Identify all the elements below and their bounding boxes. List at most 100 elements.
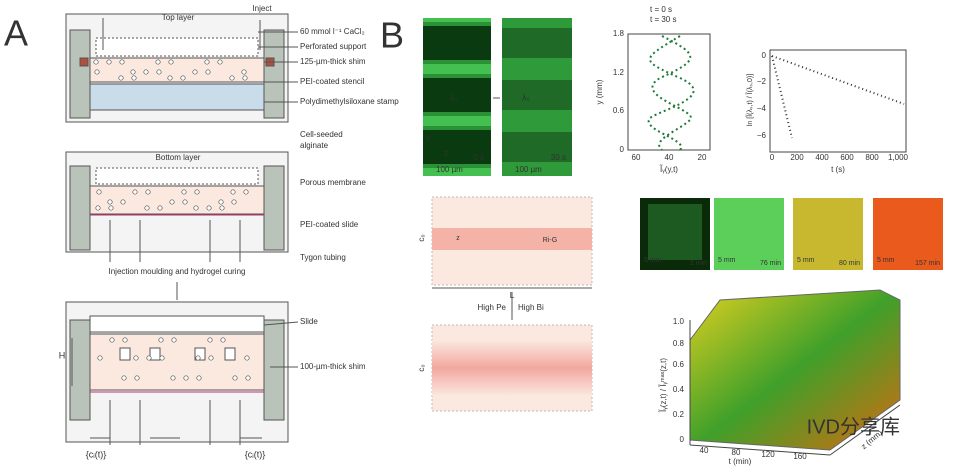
label: 100 µm	[515, 165, 542, 174]
label: Cell-seeded	[300, 130, 343, 139]
label: PEI-coated stencil	[300, 77, 365, 86]
decay-line	[771, 55, 793, 139]
cell	[132, 189, 138, 195]
cell	[157, 205, 163, 211]
label: Polydimethylsiloxane stamp	[300, 97, 399, 106]
tick-label: 0	[762, 51, 767, 60]
label: 125-µm-thick shim	[300, 57, 366, 66]
tick-label: 40	[700, 446, 709, 455]
cell	[144, 205, 150, 211]
tick-label: 1.0	[673, 317, 685, 326]
cell	[217, 59, 223, 65]
label: Inject	[252, 4, 272, 13]
cell	[109, 337, 115, 343]
tick-label: 120	[761, 450, 775, 459]
tick-label: 0	[620, 145, 625, 154]
label: 100 µm	[436, 165, 463, 174]
label: c₀	[417, 364, 426, 371]
label: 2 min	[690, 260, 707, 267]
axis-label: Ĩᵧ(y,t)	[659, 165, 678, 174]
cell	[167, 75, 173, 81]
cell	[106, 59, 112, 65]
cell	[121, 375, 127, 381]
label: H	[59, 350, 66, 360]
cell	[159, 355, 165, 361]
label: Ri-G	[543, 237, 557, 244]
tick-label: 0.8	[673, 339, 685, 348]
label: 60 mmol l⁻¹ CaCl₂	[300, 27, 365, 36]
cell	[220, 337, 226, 343]
cell	[130, 69, 136, 75]
cell	[181, 189, 187, 195]
cell	[207, 337, 213, 343]
cell	[241, 69, 247, 75]
cell	[196, 375, 202, 381]
label: {cᵢ(t)}	[86, 449, 106, 459]
tick-label: 40	[665, 153, 674, 162]
label: L	[510, 291, 515, 300]
cell	[96, 189, 102, 195]
cell	[133, 355, 139, 361]
tick-label: 800	[865, 153, 879, 162]
cell	[145, 189, 151, 195]
tick-label: 80	[732, 448, 741, 457]
label: High Pe	[478, 303, 507, 312]
cell	[158, 337, 164, 343]
cell	[231, 199, 237, 205]
label: c₀	[417, 234, 426, 241]
cell	[218, 199, 224, 205]
cell	[122, 337, 128, 343]
cell	[120, 199, 126, 205]
cell	[183, 375, 189, 381]
label: PEI-coated slide	[300, 220, 359, 229]
axis-label: y (mm)	[595, 79, 604, 104]
tick-label: −6	[757, 131, 767, 140]
label: Perforated support	[300, 42, 367, 51]
label: z	[444, 149, 448, 158]
tick-label: 0	[680, 435, 685, 444]
cell	[156, 69, 162, 75]
profile-curve	[647, 35, 695, 151]
cell	[146, 355, 152, 361]
cell	[206, 205, 212, 211]
cell	[244, 355, 250, 361]
tick-label: 0.6	[613, 106, 625, 115]
tick-label: 20	[698, 153, 707, 162]
cell	[155, 59, 161, 65]
label: z	[456, 235, 460, 242]
cell	[182, 199, 188, 205]
cell	[194, 189, 200, 195]
cell	[118, 75, 124, 81]
cell	[95, 205, 101, 211]
panel-label: A	[4, 13, 28, 54]
label: λₛ	[450, 92, 458, 102]
profile-curve	[651, 35, 692, 151]
cell	[97, 355, 103, 361]
tick-label: 0.2	[673, 410, 685, 419]
cell	[94, 69, 100, 75]
tick-label: 160	[793, 452, 807, 461]
cell	[93, 59, 99, 65]
label: 100-µm-thick shim	[300, 362, 366, 371]
tick-label: 1,000	[888, 153, 909, 162]
tick-label: 0.4	[673, 385, 685, 394]
cell	[143, 69, 149, 75]
tick-label: 0.6	[673, 360, 685, 369]
label: 80 min	[839, 260, 860, 267]
label: Tygon tubing	[300, 253, 346, 262]
tick-label: 600	[840, 153, 854, 162]
panel-b-drawing	[423, 18, 943, 456]
watermark: IVD分享库	[807, 415, 900, 438]
legend-label: t = 30 s	[650, 15, 676, 24]
legend-label: t = 0 s	[650, 5, 672, 14]
tick-label: 400	[815, 153, 829, 162]
label: {cᵢ(t)}	[245, 449, 265, 459]
tick-label: 1.2	[613, 68, 625, 77]
cell	[219, 205, 225, 211]
label: 0 s	[473, 153, 484, 162]
tick-label: 200	[790, 153, 804, 162]
cell	[107, 199, 113, 205]
cell	[169, 199, 175, 205]
cell	[243, 189, 249, 195]
